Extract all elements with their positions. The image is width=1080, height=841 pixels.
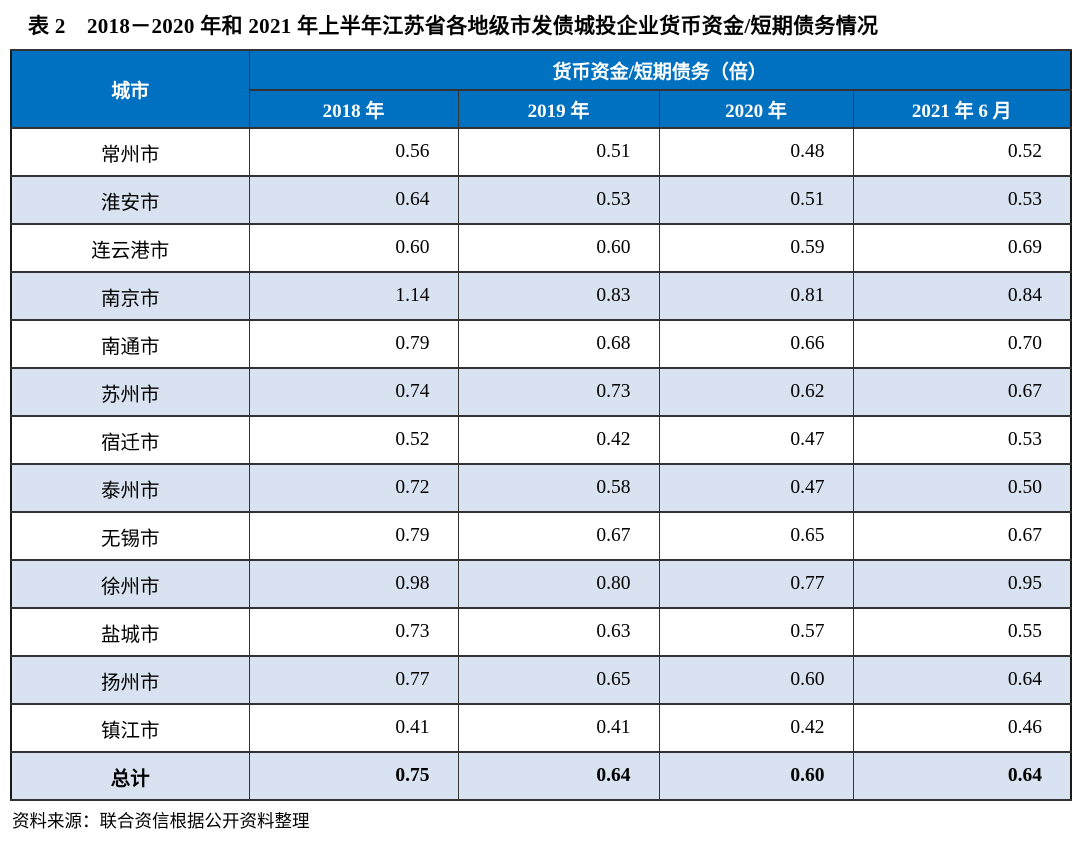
ratio-value-cell: 0.53 [852,415,1072,465]
ratio-value-cell: 0.80 [457,559,660,609]
city-name-cell: 连云港市 [10,223,250,273]
header-group-row: 城市 货币资金/短期债务（倍） [10,49,1072,129]
ratio-value-cell: 0.60 [248,223,459,273]
ratio-value-cell: 0.42 [658,703,854,753]
ratio-value-cell: 0.75 [248,751,459,801]
city-name-cell: 扬州市 [10,655,250,705]
city-name-cell: 泰州市 [10,463,250,513]
ratio-value-cell: 0.68 [457,319,660,369]
ratio-value-cell: 0.67 [852,511,1072,561]
column-header-2019: 2019 年 [457,89,660,129]
ratio-value-cell: 0.60 [658,751,854,801]
table-caption: 表 2 2018－2020 年和 2021 年上半年江苏省各地级市发债城投企业货… [28,14,879,38]
ratio-value-cell: 0.67 [457,511,660,561]
column-header-city: 城市 [10,49,250,129]
table-row: 苏州市 0.74 0.73 0.62 0.67 [10,367,1072,417]
city-name-cell: 淮安市 [10,175,250,225]
ratio-value-cell: 0.77 [248,655,459,705]
ratio-value-cell: 0.46 [852,703,1072,753]
city-name-cell: 徐州市 [10,559,250,609]
table-row: 盐城市 0.73 0.63 0.57 0.55 [10,607,1072,657]
ratio-value-cell: 0.65 [658,511,854,561]
city-name-cell: 无锡市 [10,511,250,561]
city-name-cell: 宿迁市 [10,415,250,465]
ratio-value-cell: 0.50 [852,463,1072,513]
ratio-value-cell: 0.65 [457,655,660,705]
source-note: 资料来源：联合资信根据公开资料整理 [12,811,310,831]
table-row: 连云港市 0.60 0.60 0.59 0.69 [10,223,1072,273]
ratio-value-cell: 0.73 [457,367,660,417]
table-header: 城市 货币资金/短期债务（倍） 2018 年 2019 年 2020 年 202… [10,49,1072,129]
ratio-value-cell: 0.64 [457,751,660,801]
ratio-value-cell: 0.74 [248,367,459,417]
ratio-value-cell: 0.41 [457,703,660,753]
ratio-value-cell: 0.58 [457,463,660,513]
city-name-cell: 南通市 [10,319,250,369]
column-header-2020: 2020 年 [658,89,854,129]
city-name-cell: 常州市 [10,127,250,177]
ratio-value-cell: 0.56 [248,127,459,177]
ratio-value-cell: 0.57 [658,607,854,657]
table-row: 南通市 0.79 0.68 0.66 0.70 [10,319,1072,369]
ratio-value-cell: 0.64 [852,751,1072,801]
city-name-cell: 南京市 [10,271,250,321]
table-body: 常州市 0.56 0.51 0.48 0.52 淮安市 0.64 0.53 0.51 0.53 连云… [10,127,1072,801]
ratio-value-cell: 0.64 [852,655,1072,705]
table-row: 镇江市 0.41 0.41 0.42 0.46 [10,703,1072,753]
ratio-value-cell: 0.63 [457,607,660,657]
ratio-value-cell: 0.77 [658,559,854,609]
ratio-value-cell: 0.81 [658,271,854,321]
ratio-value-cell: 0.60 [457,223,660,273]
ratio-value-cell: 0.72 [248,463,459,513]
ratio-value-cell: 0.67 [852,367,1072,417]
ratio-value-cell: 0.70 [852,319,1072,369]
ratio-value-cell: 0.59 [658,223,854,273]
ratio-value-cell: 0.55 [852,607,1072,657]
ratio-value-cell: 0.95 [852,559,1072,609]
ratio-value-cell: 0.47 [658,463,854,513]
ratio-value-cell: 0.83 [457,271,660,321]
ratio-value-cell: 0.79 [248,511,459,561]
ratio-value-cell: 0.69 [852,223,1072,273]
total-label-cell: 总计 [10,751,250,801]
ratio-value-cell: 0.98 [248,559,459,609]
ratio-value-cell: 0.41 [248,703,459,753]
column-header-2021-06: 2021 年 6 月 [852,89,1072,129]
ratio-value-cell: 0.79 [248,319,459,369]
table-row: 宿迁市 0.52 0.42 0.47 0.53 [10,415,1072,465]
column-header-2018: 2018 年 [248,89,459,129]
table-row: 泰州市 0.72 0.58 0.47 0.50 [10,463,1072,513]
ratio-value-cell: 0.52 [248,415,459,465]
ratio-value-cell: 0.42 [457,415,660,465]
city-name-cell: 镇江市 [10,703,250,753]
city-name-cell: 苏州市 [10,367,250,417]
table-row: 淮安市 0.64 0.53 0.51 0.53 [10,175,1072,225]
table-row: 徐州市 0.98 0.80 0.77 0.95 [10,559,1072,609]
ratio-value-cell: 0.47 [658,415,854,465]
ratio-value-cell: 0.64 [248,175,459,225]
ratio-value-cell: 0.51 [457,127,660,177]
ratio-value-cell: 0.66 [658,319,854,369]
ratio-value-cell: 1.14 [248,271,459,321]
ratio-value-cell: 0.60 [658,655,854,705]
header-year-row: 2018 年 2019 年 2020 年 2021 年 6 月 [11,89,1072,129]
ratio-value-cell: 0.73 [248,607,459,657]
table-row: 南京市 1.14 0.83 0.81 0.84 [10,271,1072,321]
column-group-header: 货币资金/短期债务（倍） [248,49,1072,91]
table-row: 常州市 0.56 0.51 0.48 0.52 [10,127,1072,177]
ratio-value-cell: 0.62 [658,367,854,417]
ratio-value-cell: 0.48 [658,127,854,177]
ratio-value-cell: 0.84 [852,271,1072,321]
ratio-value-cell: 0.52 [852,127,1072,177]
ratio-value-cell: 0.53 [457,175,660,225]
city-name-cell: 盐城市 [10,607,250,657]
table-row: 扬州市 0.77 0.65 0.60 0.64 [10,655,1072,705]
city-debt-table: 城市 货币资金/短期债务（倍） 2018 年 2019 年 2020 年 202… [10,49,1073,801]
total-row: 总计 0.75 0.64 0.60 0.64 [10,751,1072,801]
ratio-value-cell: 0.53 [852,175,1072,225]
ratio-value-cell: 0.51 [658,175,854,225]
table-row: 无锡市 0.79 0.67 0.65 0.67 [10,511,1072,561]
